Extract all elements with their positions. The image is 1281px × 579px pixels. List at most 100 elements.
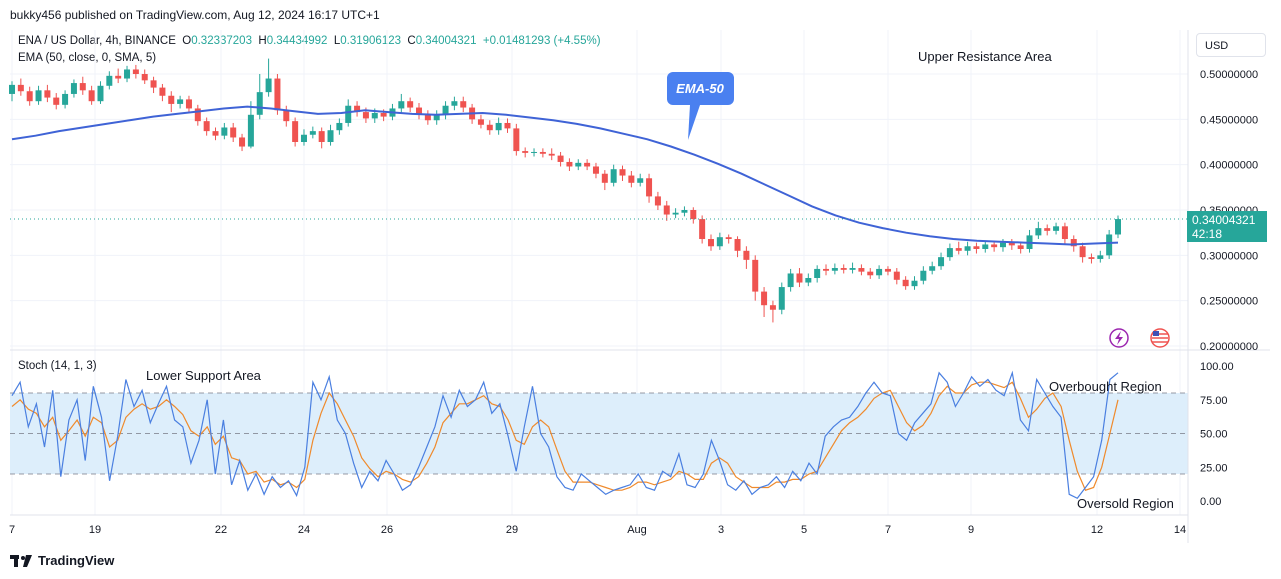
stoch-tick-label: 25.00	[1200, 462, 1228, 474]
close-value: 0.34004321	[415, 35, 477, 47]
candle-body	[1044, 228, 1051, 231]
candle-body	[1115, 219, 1121, 235]
candle-body	[654, 196, 661, 206]
candle-body	[513, 128, 520, 152]
candle-body	[62, 93, 69, 105]
candle-body	[115, 75, 122, 79]
candle-body	[239, 137, 246, 147]
candle-body	[628, 175, 635, 183]
candle-body	[9, 84, 15, 94]
candle-body	[911, 280, 918, 287]
candle-body	[177, 99, 184, 104]
current-price: 0.34004321	[1192, 213, 1256, 227]
candle-body	[805, 278, 812, 283]
candle-body	[884, 268, 891, 272]
low-value: 0.31906123	[340, 35, 402, 47]
candle-body	[354, 105, 361, 113]
price-tick-label: 0.25000000	[1200, 296, 1258, 308]
candle-body	[849, 268, 856, 270]
candle-body	[973, 246, 980, 249]
candle-body	[699, 219, 706, 240]
candle-body	[416, 107, 423, 115]
publisher-line: bukky456 published on TradingView.com, A…	[10, 8, 380, 22]
candle-body	[955, 248, 962, 251]
candle-body	[1088, 257, 1095, 259]
candle-body	[734, 239, 741, 251]
time-axis: 7 19 22 24 26 29 Aug 3 5 7 9 12 14	[9, 524, 1186, 536]
candle-body	[831, 268, 838, 271]
candle-body	[840, 268, 847, 270]
candle-body	[672, 212, 679, 215]
time-tick-label: 26	[381, 524, 393, 536]
candle-body	[557, 155, 564, 162]
candle-body	[787, 273, 794, 288]
stoch-level-lines	[10, 392, 1188, 475]
candle-body	[124, 69, 131, 79]
candle-body	[566, 161, 573, 167]
candle-body	[424, 114, 431, 121]
candle-body	[327, 130, 334, 142]
tradingview-footer[interactable]: TradingView	[10, 553, 114, 568]
candle-body	[761, 291, 768, 306]
open-label: O	[182, 35, 192, 47]
ema-callout-label: EMA-50	[676, 81, 724, 96]
lower-support-label: Lower Support Area	[146, 368, 262, 383]
candle-body	[318, 131, 325, 142]
candle-body	[690, 210, 697, 220]
bar-countdown: 42:18	[1192, 227, 1223, 241]
candle-body	[1061, 226, 1068, 240]
footer-brand: TradingView	[38, 553, 115, 568]
candle-body	[876, 268, 883, 276]
lightning-glyph	[1115, 331, 1123, 345]
high-label: H	[258, 35, 267, 47]
stoch-tick-label: 0.00	[1200, 496, 1221, 508]
candle-body	[168, 95, 175, 104]
candle-body	[221, 127, 228, 136]
lightning-icon[interactable]	[1109, 328, 1129, 348]
close-label: C	[407, 35, 416, 47]
time-tick-label: 7	[9, 524, 15, 536]
currency-button[interactable]: USD	[1196, 33, 1266, 57]
candle-body	[964, 246, 971, 251]
symbol-title: ENA / US Dollar, 4h, BINANCE	[18, 35, 176, 47]
candle-body	[185, 99, 192, 109]
candle-body	[619, 169, 626, 176]
candle-body	[902, 279, 909, 287]
candle-body	[35, 90, 42, 102]
stoch-legend: Stoch (14, 1, 3)	[18, 360, 97, 372]
candle-body	[999, 242, 1006, 248]
price-tick-label: 0.50000000	[1200, 69, 1258, 81]
candle-body	[247, 114, 254, 147]
overbought-label: Overbought Region	[1049, 379, 1162, 394]
time-tick-label: 24	[298, 524, 310, 536]
high-value: 0.34434992	[266, 35, 328, 47]
tradingview-logo-icon	[10, 554, 32, 567]
candle-body	[1035, 228, 1042, 236]
candle-body	[88, 90, 95, 102]
candle-body	[362, 112, 369, 119]
time-tick-label: 3	[718, 524, 724, 536]
candle-body	[283, 110, 290, 122]
candle-body	[769, 305, 776, 310]
candle-body	[477, 119, 484, 125]
candle-body	[893, 271, 900, 280]
candle-body	[522, 151, 529, 153]
price-tick-label: 0.40000000	[1200, 160, 1258, 172]
price-tick-label: 0.45000000	[1200, 114, 1258, 126]
ema-callout-pointer	[688, 105, 700, 140]
candle-body	[79, 83, 86, 91]
flag-canton	[1153, 331, 1159, 336]
candle-body	[345, 105, 352, 123]
candle-body	[460, 101, 467, 108]
candle-body	[548, 153, 555, 156]
candle-body	[991, 244, 998, 248]
candle-body	[663, 205, 670, 215]
stoch-tick-label: 75.00	[1200, 395, 1228, 407]
candle-body	[982, 244, 989, 249]
candle-body	[230, 127, 237, 138]
time-tick-label: 12	[1091, 524, 1103, 536]
candle-body	[433, 114, 440, 121]
candle-body	[929, 266, 936, 271]
oversold-label: Oversold Region	[1077, 496, 1174, 511]
candle-body	[26, 91, 33, 102]
